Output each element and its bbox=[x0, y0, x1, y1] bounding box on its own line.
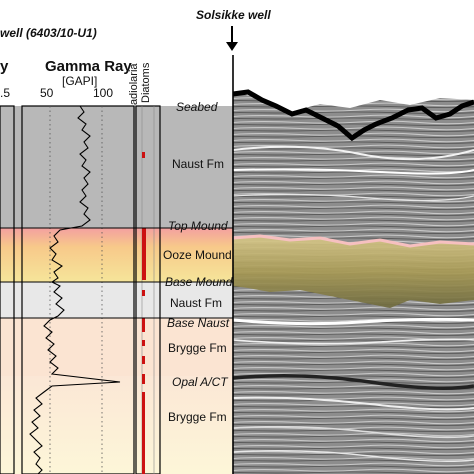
gamma-ray-title: Gamma Ray bbox=[45, 58, 132, 75]
left-track-title: y bbox=[0, 58, 9, 75]
unit-label-top-mound: Top Mound bbox=[168, 219, 228, 233]
left-track-scale: .5 bbox=[0, 86, 11, 100]
seabed-reflector bbox=[232, 89, 474, 142]
band-brygge-lower bbox=[0, 376, 233, 474]
well-arrow-icon bbox=[226, 26, 238, 51]
unit-label-opal-act: Opal A/CT bbox=[172, 375, 228, 389]
ooze-mound-body bbox=[233, 236, 474, 308]
gamma-ray-curve bbox=[29, 105, 121, 474]
unit-label-brygge-lower: Brygge Fm bbox=[168, 410, 227, 424]
diatom-markers bbox=[142, 152, 146, 474]
band-brygge-upper bbox=[0, 318, 233, 376]
unit-label-seabed: Seabed bbox=[176, 100, 218, 114]
unit-label-brygge-upper: Brygge Fm bbox=[168, 341, 227, 355]
horizon-lines bbox=[0, 227, 233, 319]
gamma-ray-unit: [GAPI] bbox=[62, 74, 98, 88]
unit-label-naust-upper: Naust Fm bbox=[172, 157, 225, 171]
gamma-ray-track-frame bbox=[21, 105, 135, 474]
well-id-label: well (6403/10-U1) bbox=[0, 26, 97, 40]
formation-bands bbox=[0, 106, 233, 474]
unit-label-ooze-mound: Ooze Mound bbox=[163, 248, 232, 262]
band-naust-upper bbox=[0, 106, 233, 228]
solsikke-well-label: Solsikke well bbox=[196, 8, 271, 22]
seismic-section bbox=[232, 55, 474, 474]
unit-label-base-mound: Base Mound bbox=[165, 275, 233, 289]
microfossil-track-frame bbox=[135, 105, 161, 474]
left-track-frame bbox=[0, 105, 15, 474]
band-ooze-mound bbox=[0, 228, 233, 282]
gamma-ray-scale-max: 100 bbox=[93, 86, 114, 100]
gamma-ray-scale-min: 50 bbox=[40, 86, 54, 100]
unit-label-base-naust: Base Naust bbox=[167, 316, 230, 330]
band-naust-lower bbox=[0, 282, 233, 318]
unit-label-naust-lower: Naust Fm bbox=[170, 296, 223, 310]
